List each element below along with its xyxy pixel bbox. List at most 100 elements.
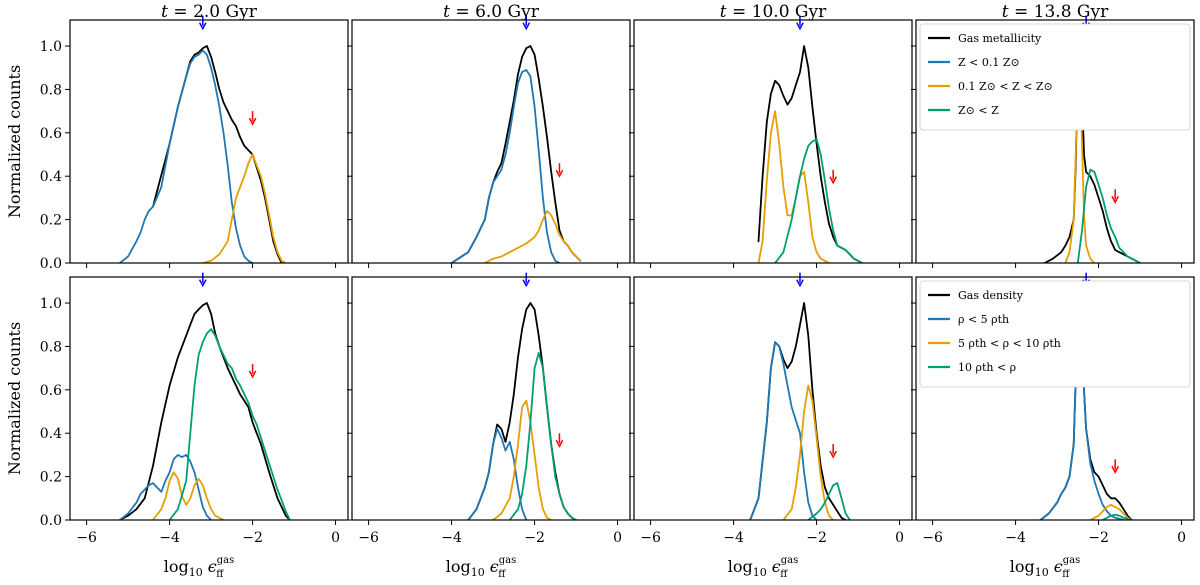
series-orange-line — [492, 399, 553, 520]
panel-frame — [633, 276, 913, 521]
blue-arrow-head — [198, 279, 207, 288]
xlabel-symbol: ϵ — [1049, 557, 1063, 576]
xlabel-sup: gas — [781, 555, 799, 566]
series-total-line — [450, 45, 582, 263]
series-blue-line — [450, 69, 561, 263]
panel-1-3: −6 −4 −2 0 log10 ϵgas ff Gas density ρ < 5 ρth 5… — [911, 272, 1195, 580]
title-var: t — [720, 2, 727, 22]
x-tick-label: −2 — [524, 530, 545, 546]
panel-1-2: −6 −4 −2 0 log10 ϵgas ff — [629, 272, 913, 580]
y-tick-label: 0.2 — [40, 213, 62, 229]
series-total-line — [152, 45, 283, 263]
panel-0-2: t = 10.0 Gyr — [629, 2, 913, 268]
series-total-line — [757, 45, 864, 263]
legend-label: Gas density — [958, 289, 1024, 302]
y-tick-label: 0.4 — [40, 169, 62, 185]
series-orange-line — [782, 384, 835, 520]
legend-label: Gas metallicity — [958, 32, 1042, 45]
series-group — [118, 302, 291, 520]
legend-label: Z < 0.1 Z⊙ — [958, 56, 1020, 69]
x-tick-label: 0 — [331, 530, 340, 546]
x-tick-label: −4 — [159, 530, 180, 546]
xlabel-sup: gas — [499, 555, 517, 566]
series-blue-line — [118, 454, 212, 520]
y-tick-label: 0.8 — [40, 82, 62, 98]
panel-frame — [915, 276, 1195, 521]
legend-label: 0.1 Z⊙ < Z < Z⊙ — [958, 80, 1053, 93]
series-group — [757, 45, 864, 263]
xlabel-log: log — [164, 557, 189, 576]
x-tick-label: −2 — [806, 530, 827, 546]
legend-box — [919, 280, 1191, 388]
red-arrow-head — [248, 370, 257, 379]
blue-arrow-head — [796, 279, 804, 288]
xlabel-symbol: ϵ — [485, 557, 499, 576]
x-tick-label: −6 — [358, 530, 379, 546]
panel-title: t = 6.0 Gyr — [443, 2, 540, 22]
xlabel-symbol: ϵ — [767, 557, 781, 576]
title-value: = 2.0 Gyr — [168, 2, 258, 22]
series-group — [467, 302, 577, 520]
series-orange-line — [1089, 503, 1133, 520]
x-tick-label: −2 — [242, 530, 263, 546]
y-tick-label: 0.6 — [40, 383, 62, 399]
y-axis-label: Normalized counts — [5, 322, 24, 475]
red-arrow-head — [829, 176, 838, 185]
x-tick-label: −2 — [1088, 530, 1109, 546]
xlabel-sub: 10 — [753, 566, 767, 579]
title-value: = 6.0 Gyr — [450, 2, 540, 22]
panel-title: t = 2.0 Gyr — [161, 2, 258, 22]
series-green-line — [807, 482, 851, 520]
x-tick-label: −4 — [441, 530, 462, 546]
series-total-line — [1043, 45, 1141, 263]
title-value: = 13.8 Gyr — [1009, 2, 1109, 22]
series-total-line — [118, 302, 291, 520]
series-blue-line — [749, 341, 818, 520]
legend-label: Z⊙ < Z — [958, 104, 999, 117]
panel-1-1: −6 −4 −2 0 log10 ϵgas ff — [347, 272, 631, 580]
title-var: t — [1002, 2, 1009, 22]
series-orange-line — [201, 153, 287, 263]
panel-frame — [351, 276, 631, 521]
series-group — [450, 45, 582, 263]
legend: Gas metallicity Z < 0.1 Z⊙ 0.1 Z⊙ < Z < Z⊙… — [919, 23, 1191, 131]
blue-arrow-head — [796, 22, 804, 31]
y-tick-label: 0.8 — [40, 339, 62, 355]
red-arrow-head — [555, 439, 564, 448]
title-var: t — [443, 2, 450, 22]
y-axis-label: Normalized counts — [5, 65, 24, 218]
blue-arrow-head — [522, 279, 531, 288]
legend-label: ρ < 5 ρth — [958, 313, 1009, 326]
xlabel-sub2: ff — [780, 569, 788, 580]
xlabel-sub: 10 — [189, 566, 203, 579]
y-tick-label: 0.0 — [40, 513, 62, 529]
y-tick-label: 0.0 — [40, 256, 62, 272]
legend-label: 10 ρth < ρ — [958, 361, 1016, 374]
red-arrow-head — [555, 169, 564, 178]
series-green-line — [1076, 168, 1141, 263]
xlabel-log: log — [446, 557, 471, 576]
series-green-line — [774, 138, 864, 263]
y-tick-label: 0.6 — [40, 126, 62, 142]
series-blue-line — [467, 428, 528, 520]
y-tick-label: 0.4 — [40, 426, 62, 442]
blue-arrow-head — [198, 22, 207, 31]
panel-0-0: 0.0 0.2 0.4 0.6 0.8 1.0 t = 2.0 Gyr Normalized … — [5, 2, 349, 272]
xlabel-sup: gas — [1063, 555, 1081, 566]
xlabel-sub2: ff — [498, 569, 506, 580]
panel-0-3: t = 13.8 Gyr Gas metallicity Z < 0.1 Z⊙ 0.1… — [911, 2, 1195, 268]
panel-1-0: −6 −4 −2 0 0.0 0.2 0.4 0.6 0.8 1.0 log10 ϵgas ff Nor… — [5, 272, 349, 580]
series-group — [118, 45, 287, 263]
panel-title: t = 13.8 Gyr — [1002, 2, 1109, 22]
panel-frame — [633, 19, 913, 264]
series-green-line — [508, 352, 577, 520]
legend-box — [919, 23, 1191, 131]
x-tick-label: −4 — [1005, 530, 1026, 546]
x-tick-label: 0 — [613, 530, 622, 546]
red-arrow-head — [829, 450, 838, 459]
xlabel-log: log — [728, 557, 753, 576]
series-orange-line — [483, 210, 582, 263]
xlabel-log: log — [1010, 557, 1035, 576]
